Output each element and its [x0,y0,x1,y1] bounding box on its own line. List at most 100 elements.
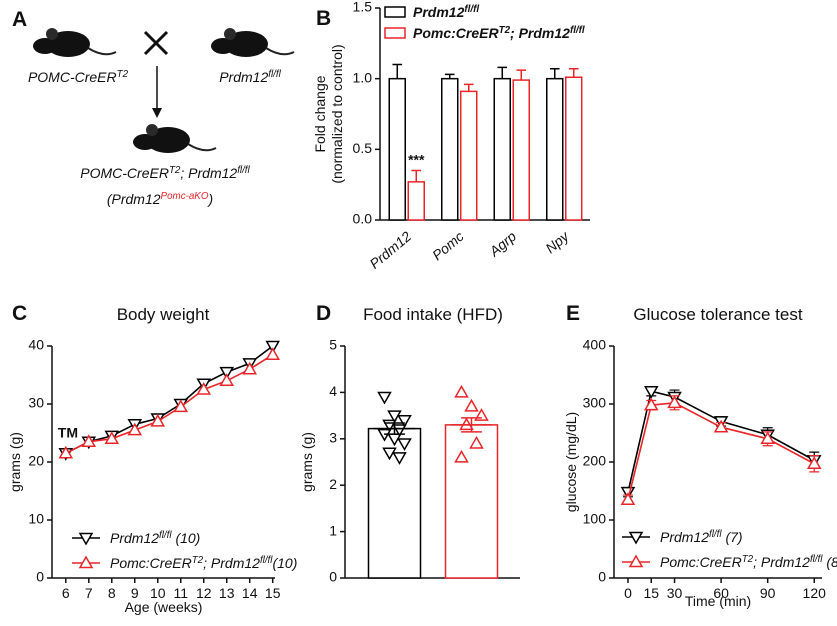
data-point [387,410,402,424]
legend-marker [78,555,94,569]
bar [460,90,478,221]
data-point [265,340,280,354]
genotype-label: Prdm12fl/fl [219,69,281,86]
y-tick-label: 0.5 [353,140,373,156]
superscript: T2 [192,555,204,566]
x-tick-label: 15 [265,585,281,601]
x-tick-label: 0 [624,585,632,601]
bar [565,76,583,221]
data-point [173,399,189,413]
legend-label: Prdm12fl/fl [413,4,479,21]
data-point [377,391,392,405]
text-run: Prdm12 [110,530,159,546]
error-bar [411,169,422,182]
mouse-icon [210,27,295,58]
x-tick-label: 120 [803,585,827,601]
x-axis-label: Age (weeks) [125,599,203,615]
x-tick-label: 60 [713,585,729,601]
data-point [713,419,729,433]
data-point [150,413,166,427]
text-run: Prdm12 [413,4,465,20]
superscript: T2 [499,25,511,36]
text-run: Prdm12 [660,529,709,545]
y-tick-label: 2 [329,476,337,492]
data-point [392,452,407,465]
legend-label: Pomc:CreERT2; Prdm12fl/fl (8) [660,554,837,571]
y-axis-label: grams (g) [299,432,315,492]
data-point [397,438,412,451]
legend-swatch [384,6,406,18]
data-point [382,419,397,433]
data-point [104,431,120,445]
data-point [219,373,235,387]
superscript: fl/fl [464,4,479,15]
y-tick-label: 400 [583,337,607,353]
genotype-label: POMC-CreERT2 [28,69,129,86]
superscript: fl/fl [268,69,281,80]
data-point [454,449,469,463]
category-label: Agrp [485,228,519,260]
text-run: Pomc:CreER [110,555,192,571]
text-run: (7) [722,529,743,545]
legend-marker [78,532,94,546]
y-tick-label: 20 [28,453,44,469]
chart-title: Body weight [117,305,210,324]
x-tick-label: 8 [108,585,116,601]
data-point [58,445,74,459]
panel-label: A [12,8,27,31]
data-point [760,431,775,445]
superscript: fl/fl [570,25,585,36]
data-point [806,456,822,469]
y-tick-label: 0 [36,569,44,585]
text-run: ; Prdm12 [203,555,260,571]
x-tick-label: 30 [667,585,683,601]
mouse-icon [32,27,117,58]
data-point [464,398,479,412]
data-point [219,366,235,380]
bar [493,77,511,221]
y-tick-label: 4 [329,383,337,399]
text-run: ; Prdm12 [753,554,810,570]
text-run: (Prdm12 [107,191,161,207]
text-run: POMC-CreER [28,69,117,85]
error-bar [463,83,474,92]
error-bar [516,69,527,81]
superscript: fl/fl [260,555,273,566]
arrow [152,66,162,118]
category-label: Pomc [429,228,467,263]
y-tick-label: 100 [583,511,607,527]
chart-title: Glucose tolerance test [633,305,802,324]
data-point [377,428,392,442]
data-point [196,381,212,395]
panel-label: C [12,302,27,325]
text-run: (10) [172,530,201,546]
y-tick-label: 5 [329,337,337,353]
data-point [397,414,412,428]
annotation: TM [58,424,78,440]
y-tick-label: 300 [583,395,607,411]
error-bar [392,63,403,79]
bar [441,77,459,221]
series-line [65,354,274,455]
data-point [382,447,397,461]
mouse-icon [132,123,217,154]
y-axis-label: (normalized to control) [329,44,345,183]
text-run: ) [206,191,213,207]
error-bar [549,68,560,79]
y-tick-label: 0 [598,569,606,585]
data-point [127,422,143,436]
data-point [242,361,258,375]
category-label: Prdm12 [366,228,414,272]
data-point [81,434,97,447]
y-tick-label: 40 [28,337,44,353]
legend-label: Pomc:CreERT2; Prdm12fl/fl(10) [110,555,297,572]
x-tick-label: 11 [173,585,188,601]
superscript: fl/fl [237,165,250,176]
x-tick-label: 90 [760,585,776,601]
data-point [469,435,484,449]
data-point [392,424,407,438]
y-axis-label: glucose (mg/dL) [563,412,579,512]
error-bar [444,73,455,79]
data-point [643,385,659,399]
